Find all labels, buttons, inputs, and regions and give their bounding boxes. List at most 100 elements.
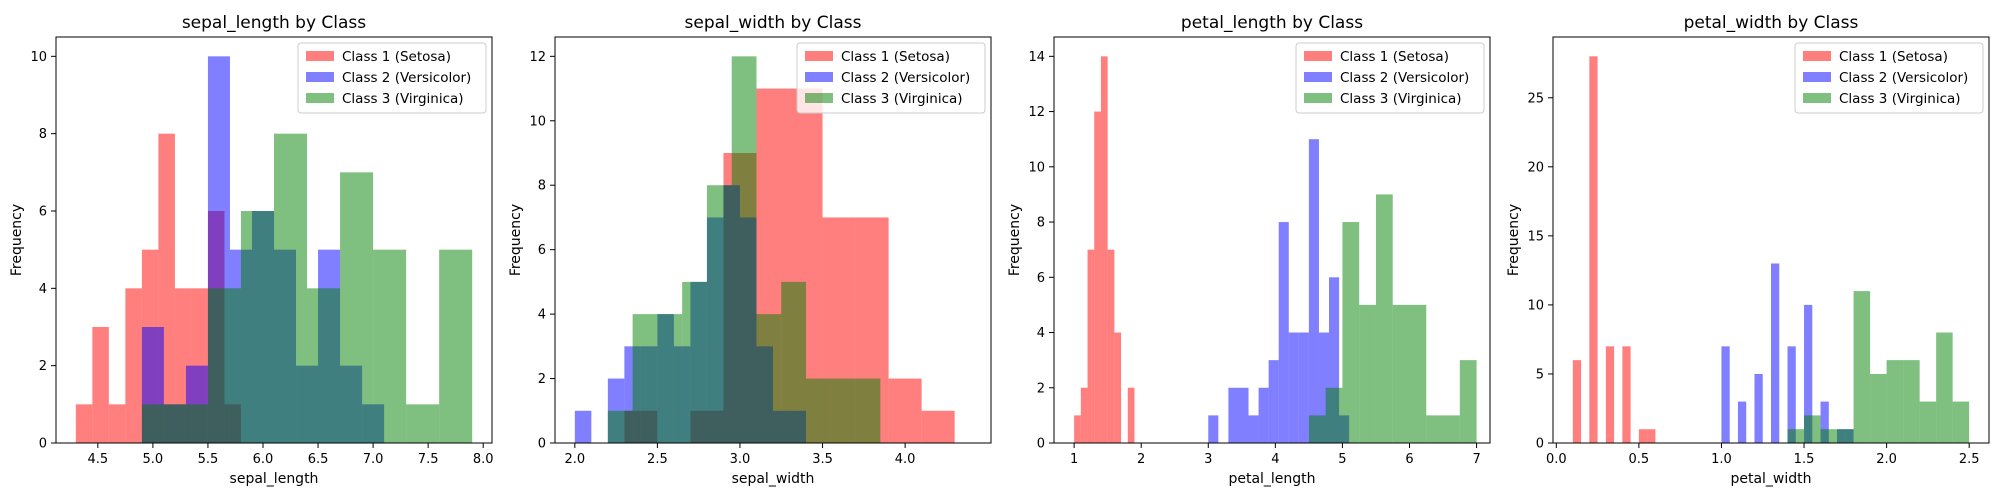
- bar-series-2-bin-13: [1329, 277, 1340, 443]
- x-tick-label: 3: [1204, 452, 1212, 467]
- bar-series-3-bin-9: [1443, 415, 1460, 443]
- y-tick-label: 6: [538, 243, 546, 258]
- bar-series-1-bin-5: [1605, 346, 1615, 443]
- x-tick-label: 2.0: [1876, 452, 1897, 467]
- bar-series-2-bin-11: [1804, 304, 1813, 443]
- bar-series-3-bin-1: [607, 410, 633, 443]
- bar-series-3-bin-9: [806, 378, 831, 443]
- legend-swatch-1: [1803, 51, 1831, 61]
- legend-label-1: Class 1 (Setosa): [1340, 49, 1449, 65]
- bars: [75, 56, 473, 443]
- bar-series-2-bin-5: [1248, 415, 1259, 443]
- y-axis-label: Frequency: [9, 204, 25, 276]
- y-tick-label: 2: [39, 359, 47, 374]
- chart-panel-1: 4.5 5.0 5.5 6.0 6.5 7.0 7.5 8.0 0 2 4 6 8 10 sepal_len…: [9, 13, 494, 487]
- bar-series-3-bin-1: [141, 404, 175, 443]
- bar-series-3-bin-4: [240, 211, 274, 443]
- bar-series-3-bin-7: [340, 172, 374, 443]
- legend-box: [796, 42, 986, 114]
- bar-series-3-bin-10: [1459, 360, 1477, 443]
- x-tick-label: 6.5: [308, 452, 329, 467]
- x-tick-label: 2.0: [564, 452, 585, 467]
- y-tick-label: 4: [1037, 326, 1045, 341]
- bar-series-2-bin-4: [1238, 387, 1249, 443]
- x-axis-label: sepal_length: [230, 471, 319, 487]
- bar-series-1-bin-5: [1100, 56, 1108, 443]
- legend-label-3: Class 3 (Virginica): [841, 91, 963, 107]
- bar-series-1-bin-4: [125, 288, 142, 443]
- bar-series-1-bin-9: [1638, 429, 1648, 443]
- bar-series-3-bin-10: [830, 378, 856, 443]
- legend-label-2: Class 2 (Versicolor): [841, 70, 970, 86]
- x-tick-label: 8.0: [473, 452, 494, 467]
- y-tick-label: 12: [529, 50, 546, 65]
- bar-series-1-bin-6: [1107, 249, 1115, 443]
- bar-series-1-bin-10: [921, 410, 955, 443]
- x-tick-label: 5: [1338, 452, 1346, 467]
- bar-series-2-bin-1: [1721, 346, 1730, 443]
- legend-box: [1295, 42, 1485, 114]
- y-tick-label: 10: [529, 114, 546, 129]
- bar-series-3-bin-8: [373, 249, 407, 443]
- chart-title: sepal_width by Class: [685, 13, 862, 33]
- x-axis-label: petal_width: [1730, 471, 1811, 487]
- x-tick-label: 2.5: [647, 452, 668, 467]
- legend-swatch-2: [805, 72, 833, 82]
- bar-series-1-bin-3: [1087, 249, 1095, 443]
- bar-series-1-bin-3: [1589, 56, 1598, 443]
- bars: [574, 56, 955, 443]
- bar-series-1-bin-2: [1080, 387, 1088, 443]
- x-tick-label: 1.0: [1711, 452, 1732, 467]
- bar-series-2-bin-1: [574, 410, 592, 443]
- y-tick-label: 6: [1037, 271, 1045, 286]
- x-tick-label: 3.5: [812, 452, 833, 467]
- y-tick-label: 12: [1028, 105, 1045, 120]
- bar-series-3-bin-1: [1308, 415, 1326, 443]
- x-tick-label: 2: [1137, 452, 1145, 467]
- bar-series-3-bin-7: [756, 314, 782, 443]
- axes-frame: [1053, 36, 1491, 444]
- legend-label-1: Class 1 (Setosa): [841, 49, 950, 65]
- legend-box: [1794, 42, 1984, 114]
- bar-series-1-bin-9: [1127, 387, 1135, 443]
- bar-series-3-bin-6: [1870, 373, 1887, 443]
- bar-series-1-bin-4: [1094, 111, 1101, 443]
- legend-label-3: Class 3 (Virginica): [1839, 91, 1961, 107]
- bar-series-2-bin-1: [1208, 415, 1219, 443]
- legend-swatch-3: [306, 93, 334, 103]
- bar-series-2-bin-10: [1298, 332, 1309, 443]
- y-tick-label: 2: [538, 372, 546, 387]
- legend: Class 1 (Setosa) Class 2 (Versicolor) Clas…: [1794, 42, 1984, 114]
- chart-title: petal_length by Class: [1181, 13, 1363, 33]
- bar-series-3-bin-4: [1837, 429, 1854, 443]
- y-tick-label: 8: [1037, 216, 1045, 231]
- bar-series-2-bin-11: [1308, 139, 1319, 443]
- y-tick-label: 6: [39, 205, 47, 220]
- y-axis-label: Frequency: [508, 204, 524, 276]
- bar-series-1-bin-1: [1074, 415, 1081, 443]
- legend: Class 1 (Setosa) Class 2 (Versicolor) Clas…: [297, 42, 487, 114]
- bar-series-2-bin-7: [1268, 360, 1279, 443]
- bars: [1074, 56, 1477, 443]
- y-tick-label: 0: [39, 437, 47, 452]
- bar-series-1-bin-1: [1572, 360, 1582, 443]
- x-axis-label: petal_length: [1228, 471, 1315, 487]
- y-axis-label: Frequency: [1007, 204, 1023, 276]
- bar-series-2-bin-3: [1737, 401, 1747, 443]
- legend: Class 1 (Setosa) Class 2 (Versicolor) Clas…: [796, 42, 986, 114]
- bar-series-3-bin-2: [1325, 387, 1343, 443]
- legend-label-2: Class 2 (Versicolor): [1839, 70, 1968, 86]
- bar-series-3-bin-2: [174, 404, 208, 443]
- bar-series-3-bin-5: [706, 185, 732, 443]
- bar-series-3-bin-10: [439, 249, 473, 443]
- legend-label-1: Class 1 (Setosa): [1839, 49, 1948, 65]
- bar-series-3-bin-5: [274, 133, 308, 443]
- legend-swatch-2: [1304, 72, 1332, 82]
- chart-title: petal_width by Class: [1684, 13, 1859, 33]
- bar-series-3-bin-8: [781, 281, 807, 443]
- bar-series-2-bin-5: [1754, 373, 1763, 443]
- x-tick-label: 7: [1472, 452, 1480, 467]
- axes-frame: [55, 36, 493, 444]
- y-tick-label: 8: [39, 127, 47, 142]
